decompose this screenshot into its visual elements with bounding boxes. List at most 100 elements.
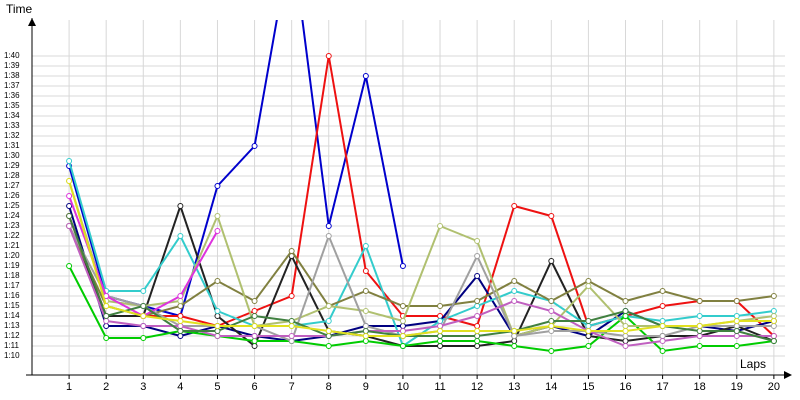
point: [362, 268, 369, 274]
point: [548, 318, 555, 324]
y-tick-label: 1:29: [4, 161, 20, 170]
point: [437, 343, 444, 349]
point: [733, 323, 740, 329]
series-line: [68, 180, 774, 337]
point: [103, 318, 110, 324]
point: [437, 223, 444, 229]
point: [177, 298, 184, 304]
point: [511, 328, 518, 334]
point: [140, 313, 147, 319]
x-tick-label: 14: [545, 381, 557, 393]
x-tick-label: 13: [508, 381, 520, 393]
point: [622, 338, 629, 344]
point: [251, 298, 258, 304]
y-tick-label: 1:27: [4, 181, 20, 190]
point: [140, 323, 147, 329]
point: [585, 323, 592, 329]
point: [511, 203, 518, 209]
point: [696, 333, 703, 339]
point: [511, 298, 518, 304]
y-tick-label: 1:36: [4, 91, 20, 100]
point: [325, 223, 332, 229]
point: [585, 318, 592, 324]
point: [362, 308, 369, 314]
point: [474, 333, 481, 339]
point: [214, 328, 221, 334]
point: [362, 333, 369, 339]
point: [585, 333, 592, 339]
point: [177, 293, 184, 299]
point: [770, 333, 777, 339]
point: [251, 338, 258, 344]
x-tick-label: 6: [251, 381, 257, 393]
point: [659, 333, 666, 339]
point: [733, 328, 740, 334]
point: [770, 338, 777, 344]
point: [659, 323, 666, 329]
point: [399, 333, 406, 339]
point: [214, 183, 221, 189]
point: [362, 338, 369, 344]
point: [177, 328, 184, 334]
point: [325, 233, 332, 239]
point: [177, 303, 184, 309]
series-line: [68, 225, 775, 318]
y-tick-label: 1:10: [4, 351, 20, 360]
point: [511, 333, 518, 339]
point: [214, 278, 221, 284]
point: [548, 308, 555, 314]
point: [251, 313, 258, 319]
y-tick-label: 1:23: [4, 221, 20, 230]
point: [325, 343, 332, 349]
point: [288, 293, 295, 299]
point: [474, 253, 481, 259]
point: [66, 203, 73, 209]
x-tick-label: 12: [471, 381, 483, 393]
point: [696, 328, 703, 334]
point: [622, 308, 629, 314]
point: [214, 313, 221, 319]
series-line: [68, 180, 775, 338]
y-tick-label: 1:37: [4, 81, 20, 90]
point: [288, 323, 295, 329]
point: [177, 313, 184, 319]
point: [511, 338, 518, 344]
point: [66, 178, 73, 184]
y-tick-label: 1:13: [4, 321, 20, 330]
point: [214, 308, 221, 314]
point: [177, 323, 184, 329]
point: [251, 343, 258, 349]
point: [214, 228, 221, 234]
point: [659, 338, 666, 344]
y-tick-label: 1:26: [4, 191, 20, 200]
point: [251, 333, 258, 339]
point: [362, 243, 369, 249]
point: [362, 328, 369, 334]
point: [770, 313, 777, 319]
point: [474, 323, 481, 329]
point: [177, 318, 184, 324]
point: [622, 343, 629, 349]
point: [437, 328, 444, 334]
y-axis-label: Time: [6, 2, 33, 16]
x-tick-label: 19: [731, 381, 743, 393]
y-tick-label: 1:18: [4, 271, 20, 280]
point: [474, 273, 481, 279]
point: [437, 318, 444, 324]
series-line: [68, 225, 774, 348]
point: [325, 318, 332, 324]
point: [214, 333, 221, 339]
y-tick-label: 1:34: [4, 111, 20, 120]
x-tick-label: 8: [326, 381, 332, 393]
point: [437, 303, 444, 309]
point: [214, 323, 221, 329]
point: [66, 158, 73, 164]
point: [474, 303, 481, 309]
point: [288, 248, 295, 254]
point: [770, 293, 777, 299]
point: [474, 313, 481, 319]
point: [325, 328, 332, 334]
point: [733, 333, 740, 339]
